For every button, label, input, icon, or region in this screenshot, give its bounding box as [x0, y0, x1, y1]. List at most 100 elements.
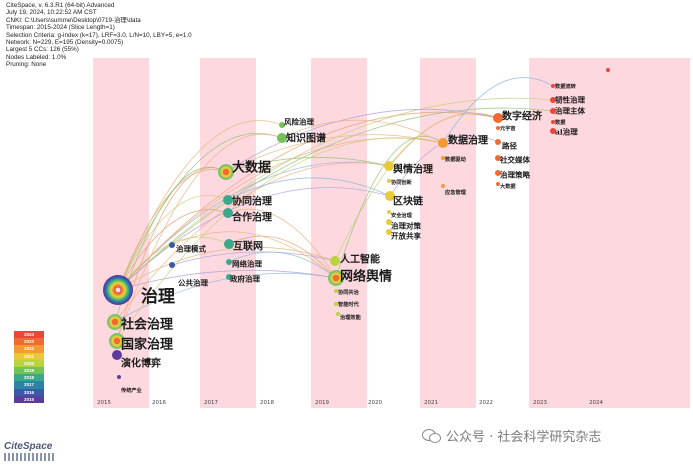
keyword-node[interactable]: [223, 195, 233, 205]
keyword-node[interactable]: [223, 208, 233, 218]
year-band: [93, 58, 149, 408]
keyword-node[interactable]: [334, 302, 338, 306]
keyword-node[interactable]: [438, 138, 448, 148]
keyword-label: 社交媒体: [499, 155, 530, 165]
header-line: Pruning: None: [6, 61, 47, 69]
co-occurrence-link: [116, 133, 283, 342]
keyword-label: 治理策略: [500, 170, 530, 180]
keyword-node[interactable]: [330, 256, 340, 266]
keyword-label: 协同创新: [391, 178, 413, 186]
year-label: 2024: [589, 400, 603, 406]
year-label: 2021: [424, 400, 438, 406]
co-occurrence-link: [281, 119, 444, 144]
keyword-node[interactable]: [550, 128, 556, 134]
co-occurrence-link: [117, 194, 229, 291]
co-occurrence-link: [116, 137, 444, 342]
keyword-label: 治理效能: [340, 313, 362, 321]
keyword-node[interactable]: [386, 229, 392, 235]
keyword-node[interactable]: [441, 156, 445, 160]
keyword-node[interactable]: [495, 139, 501, 145]
keyword-node[interactable]: [386, 219, 392, 225]
year-label: 2015: [97, 400, 111, 406]
keyword-node[interactable]: [387, 179, 391, 183]
keyword-label: 治理主体: [555, 106, 585, 116]
year-band: [311, 58, 367, 408]
legend-swatch: 2016: [14, 388, 44, 396]
legend-swatch: 2019: [14, 366, 44, 375]
co-occurrence-link: [225, 108, 499, 173]
co-occurrence-link: [227, 208, 337, 279]
keyword-label: 大数据: [232, 160, 271, 176]
co-occurrence-link: [114, 272, 337, 323]
keyword-label: ai治理: [555, 127, 578, 137]
watermark-text: 公众号 · 社会科学研究杂志: [446, 430, 602, 445]
keyword-node[interactable]: [169, 262, 175, 268]
year-label: 2016: [152, 400, 166, 406]
keyword-label: 数据: [555, 118, 566, 126]
keyword-label: 风险治理: [284, 117, 314, 127]
keyword-node[interactable]: [224, 239, 234, 249]
co-occurrence-link: [117, 120, 283, 291]
legend-swatch: 2023: [14, 338, 44, 346]
keyword-node[interactable]: [496, 182, 500, 186]
header-line: July 19, 2024, 10:22:52 AM CST: [6, 9, 97, 17]
keyword-label: 合作治理: [231, 211, 272, 224]
keyword-node[interactable]: [334, 289, 338, 293]
keyword-label: 政府治理: [230, 274, 260, 284]
keyword-label: 韧性治理: [555, 95, 585, 105]
keyword-node[interactable]: [495, 155, 501, 161]
co-occurrence-link: [225, 156, 390, 173]
legend-swatch: 2017: [14, 381, 44, 389]
keyword-node[interactable]: [384, 161, 394, 171]
co-occurrence-link: [117, 107, 554, 291]
keyword-label: 元宇宙: [500, 124, 516, 132]
keyword-node[interactable]: [169, 242, 175, 248]
keyword-node[interactable]: [226, 274, 232, 280]
co-occurrence-link: [171, 251, 336, 266]
keyword-label: 区块链: [393, 195, 424, 208]
co-occurrence-link: [335, 135, 444, 279]
keyword-label: 治理模式: [176, 244, 206, 254]
keyword-node[interactable]: [551, 84, 555, 88]
keyword-node[interactable]: [550, 97, 556, 103]
keyword-node[interactable]: [226, 259, 232, 265]
keyword-label: 公共治理: [178, 278, 208, 288]
legend-swatch: 2021: [14, 352, 44, 360]
header-line: CNKI: C:\Users\summe\Desktop\0719-治理\dat…: [6, 16, 141, 24]
keyword-node[interactable]: [385, 191, 395, 201]
co-occurrence-link: [442, 77, 554, 144]
keyword-node[interactable]: [606, 68, 610, 72]
keyword-node[interactable]: [496, 126, 500, 130]
keyword-label: 治理: [141, 286, 175, 307]
keyword-node[interactable]: [493, 113, 503, 123]
year-band: [529, 58, 585, 408]
keyword-label: 数据治理: [448, 134, 488, 147]
info-header: CiteSpace, v. 6.3.R1 (64-bit) Advanced Ju…: [6, 2, 192, 69]
keyword-node[interactable]: [495, 170, 501, 176]
keyword-label: 协同治理: [232, 195, 272, 208]
keyword-node-core: [332, 274, 340, 282]
keyword-node[interactable]: [550, 108, 556, 114]
keyword-node[interactable]: [277, 133, 287, 143]
keyword-node[interactable]: [387, 210, 391, 214]
keyword-label: 数字经济: [502, 110, 543, 123]
keyword-node[interactable]: [336, 312, 340, 316]
keyword-node[interactable]: [279, 122, 285, 128]
year-label: 2020: [368, 400, 382, 406]
legend-swatch: 2015: [14, 395, 44, 403]
keyword-label: 智能时代: [338, 300, 360, 308]
keyword-node[interactable]: [551, 120, 555, 124]
header-line: Nodes Labeled: 1.0%: [6, 53, 67, 61]
co-occurrence-link: [388, 113, 499, 167]
keyword-label: 开放共享: [391, 231, 421, 241]
citespace-logo: CiteSpace: [4, 441, 54, 461]
co-occurrence-link: [117, 97, 554, 291]
keyword-label: 网络治理: [232, 259, 262, 269]
legend-swatch: 2020: [14, 359, 44, 367]
keyword-node[interactable]: [112, 350, 122, 360]
keyword-node[interactable]: [441, 184, 445, 188]
keyword-node[interactable]: [117, 375, 121, 379]
co-occurrence-link: [228, 251, 337, 279]
keyword-node-core: [111, 318, 119, 326]
